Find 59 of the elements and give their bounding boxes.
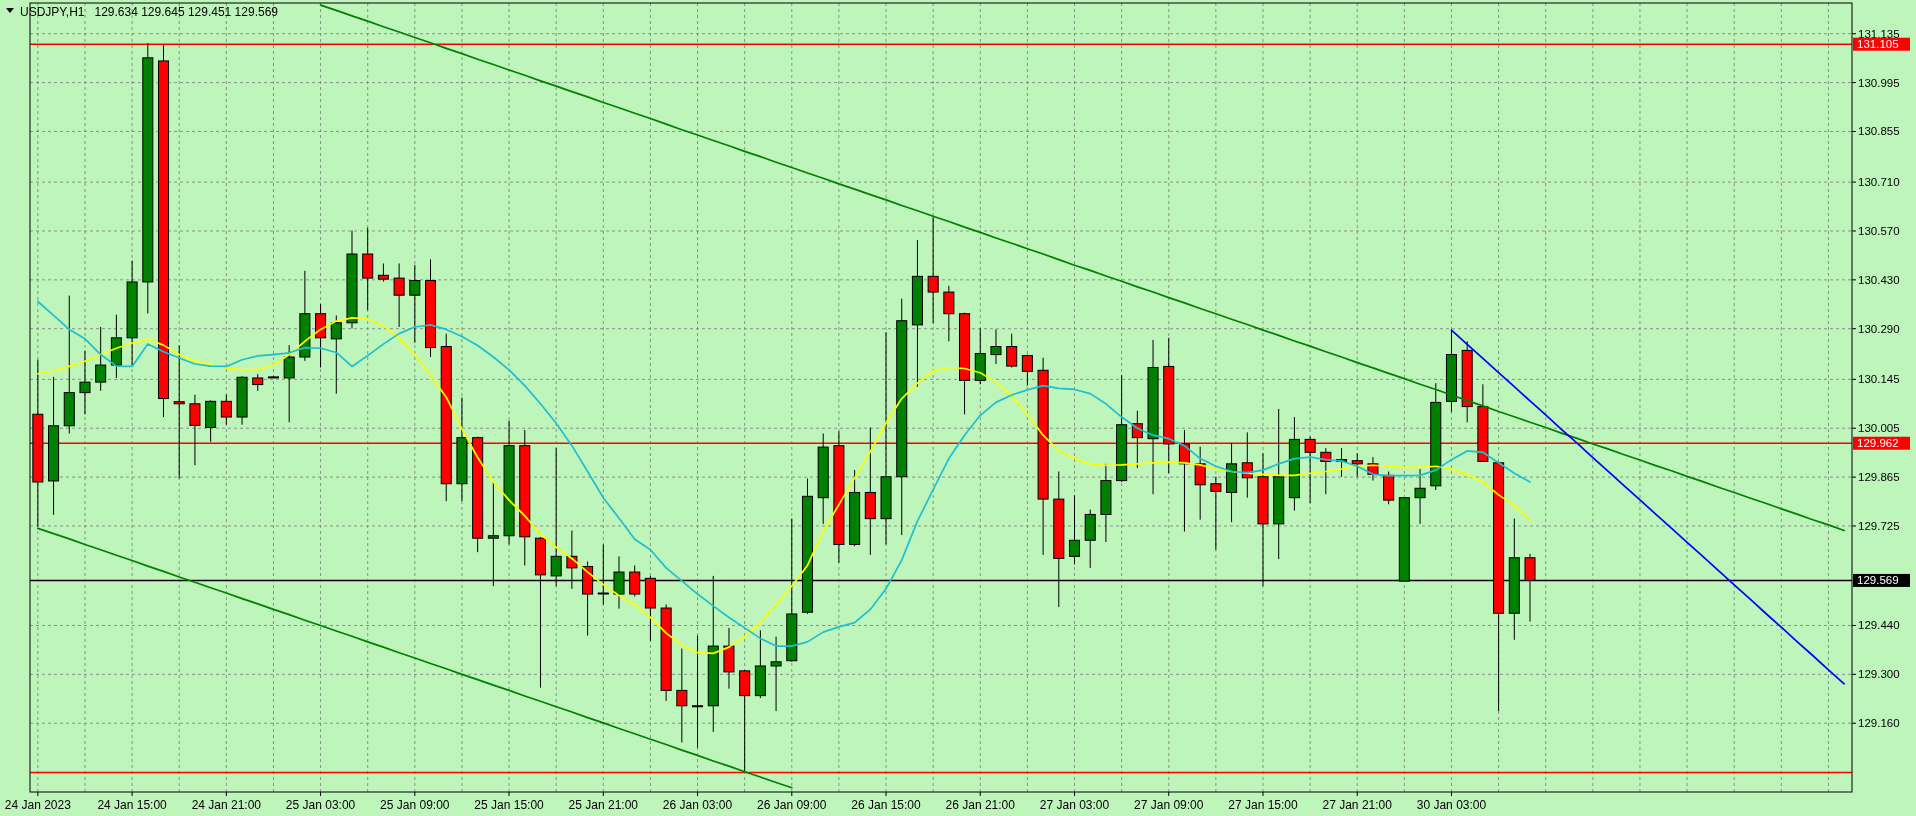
x-tick-label: 25 Jan 03:00 xyxy=(285,798,356,812)
x-tick-label: 25 Jan 09:00 xyxy=(380,798,450,812)
candlestick xyxy=(692,635,704,749)
candlestick xyxy=(409,264,421,344)
y-tick-label: 130.005 xyxy=(1858,422,1900,435)
line-series xyxy=(1450,329,1845,685)
y-tick-label: 130.710 xyxy=(1858,176,1900,189)
ref-line-label: 129.962 xyxy=(1857,437,1899,450)
y-tick-label: 130.995 xyxy=(1858,76,1900,89)
candlestick xyxy=(1210,476,1222,551)
candlestick xyxy=(330,314,342,395)
x-tick-label: 26 Jan 15:00 xyxy=(851,798,922,812)
x-tick-label: 25 Jan 15:00 xyxy=(474,798,545,812)
ref-line-label: 131.105 xyxy=(1857,38,1899,51)
chart-subtitle: 129.634 129.645 129.451 129.569 xyxy=(94,5,279,19)
x-tick-label: 24 Jan 15:00 xyxy=(97,798,168,812)
x-tick-label: 26 Jan 21:00 xyxy=(945,798,1016,812)
candlestick xyxy=(770,636,782,712)
x-tick-label: 24 Jan 2023 xyxy=(4,798,72,812)
x-tick-label: 24 Jan 21:00 xyxy=(191,798,262,812)
x-tick-label: 27 Jan 15:00 xyxy=(1228,798,1299,812)
ref-line-label: 129.569 xyxy=(1857,574,1899,587)
candlestick xyxy=(676,648,688,743)
y-tick-label: 129.440 xyxy=(1858,619,1900,632)
candlestick xyxy=(377,262,389,283)
line-series xyxy=(319,4,1845,532)
line-series xyxy=(37,527,793,789)
y-tick-label: 129.160 xyxy=(1858,717,1900,730)
candlestick xyxy=(943,285,955,342)
x-tick-label: 27 Jan 03:00 xyxy=(1039,798,1110,812)
candlestick xyxy=(1006,333,1018,368)
candlestick xyxy=(220,394,232,426)
y-tick-label: 129.865 xyxy=(1858,471,1900,484)
candlestick xyxy=(393,262,405,328)
x-tick-label: 25 Jan 21:00 xyxy=(568,798,639,812)
candlestick xyxy=(1414,468,1426,525)
candlestick xyxy=(283,344,295,423)
y-tick-label: 129.300 xyxy=(1858,668,1900,681)
y-tick-label: 130.430 xyxy=(1858,273,1900,286)
candlestick xyxy=(1351,452,1363,478)
candlestick xyxy=(95,326,107,392)
x-tick-label: 27 Jan 21:00 xyxy=(1322,798,1393,812)
x-tick-label: 26 Jan 09:00 xyxy=(757,798,827,812)
candlestick xyxy=(1068,494,1081,565)
y-tick-label: 130.290 xyxy=(1858,322,1900,335)
y-tick-label: 130.145 xyxy=(1858,373,1900,386)
y-tick-label: 130.855 xyxy=(1858,125,1900,138)
candlestick xyxy=(1021,354,1033,387)
x-tick-label: 26 Jan 03:00 xyxy=(662,798,733,812)
x-tick-label: 27 Jan 09:00 xyxy=(1134,798,1204,812)
candlestick xyxy=(990,328,1002,365)
candlestick xyxy=(927,216,939,324)
candlestick xyxy=(1194,446,1206,521)
y-tick-label: 129.725 xyxy=(1858,519,1900,532)
x-tick-label: 30 Jan 03:00 xyxy=(1416,798,1487,812)
y-tick-label: 130.570 xyxy=(1858,224,1900,237)
candlestick xyxy=(79,350,91,415)
chart-title: USDJPY,H1 xyxy=(20,5,85,19)
y-tick-label: 131.135 xyxy=(1858,27,1900,40)
